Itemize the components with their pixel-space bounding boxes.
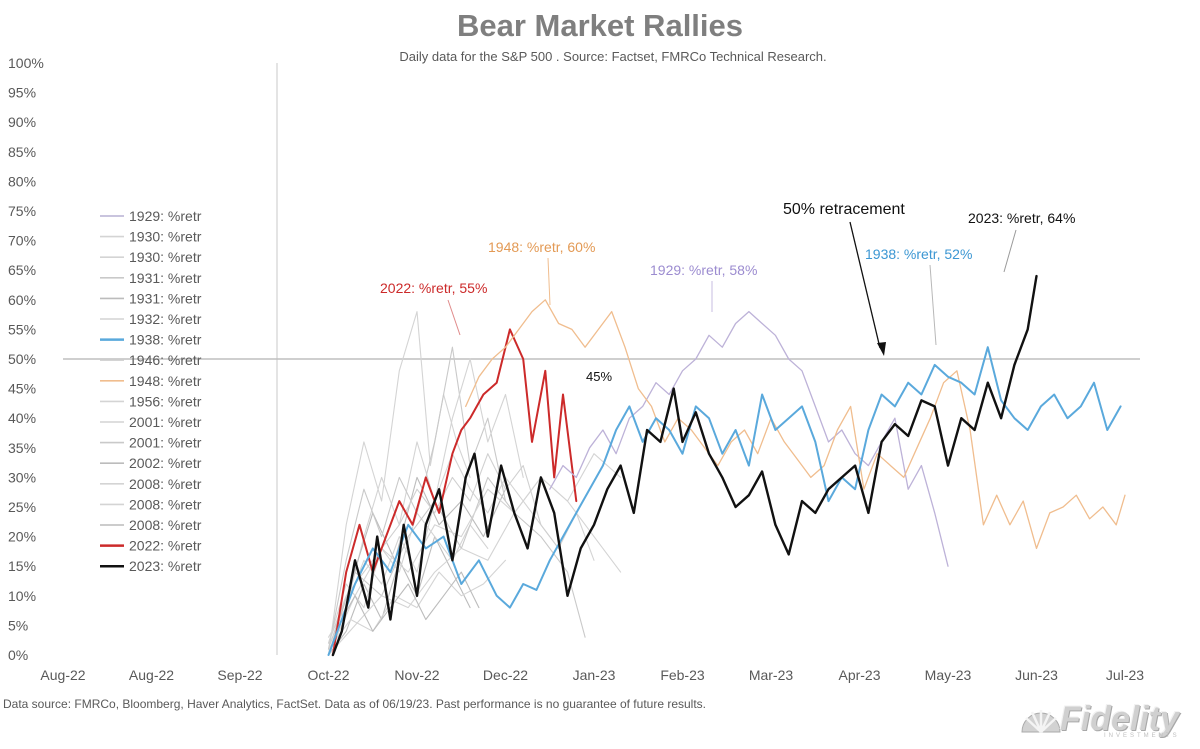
series-line-2002-retr	[327, 476, 507, 656]
legend-label: 2022: %retr	[129, 538, 202, 554]
y-tick-label: 100%	[8, 55, 44, 71]
y-tick-label: 30%	[8, 469, 36, 485]
y-tick-label: 10%	[8, 588, 36, 604]
x-tick-label: Mar-23	[749, 667, 794, 683]
x-tick-label: Sep-22	[217, 667, 262, 683]
y-tick-label: 50%	[8, 351, 36, 367]
chart-annotation: 2023: %retr, 64%	[968, 210, 1075, 226]
y-tick-label: 25%	[8, 499, 36, 515]
x-tick-label: May-23	[925, 667, 972, 683]
data-source-footnote: Data source: FMRCo, Bloomberg, Haver Ana…	[3, 697, 707, 711]
x-tick-label: Oct-22	[307, 667, 349, 683]
y-tick-label: 80%	[8, 173, 36, 189]
y-tick-label: 40%	[8, 410, 36, 426]
legend-label: 2001: %retr	[129, 435, 202, 451]
chart-annotation: 50% retracement	[783, 201, 905, 218]
x-tick-label: Aug-22	[129, 667, 174, 683]
y-tick-label: 95%	[8, 85, 36, 101]
series-line-1930-retr	[327, 358, 524, 638]
x-tick-label: Apr-23	[838, 667, 880, 683]
legend-label: 1938: %retr	[129, 332, 202, 348]
legend-label: 1946: %retr	[129, 352, 202, 368]
series-line-1946-retr	[327, 559, 507, 650]
x-tick-label: Jul-23	[1106, 667, 1144, 683]
x-tick-label: Aug-22	[40, 667, 85, 683]
chart-annotation: 1948: %retr, 60%	[488, 239, 595, 255]
series-line-1948-retr	[465, 299, 1126, 550]
y-tick-label: 70%	[8, 233, 36, 249]
annotation-leader-line	[929, 264, 937, 346]
y-tick-label: 75%	[8, 203, 36, 219]
fidelity-logo: Fidelity INVESTMENTS	[1012, 700, 1197, 740]
x-tick-label: Dec-22	[483, 667, 528, 683]
series-line-1956-retr	[327, 453, 622, 656]
legend-label: 1956: %retr	[129, 393, 202, 409]
series-line-1931-retr	[327, 571, 480, 656]
series-line-1938-retr	[327, 346, 1122, 656]
y-tick-label: 20%	[8, 529, 36, 545]
retracement-arrow-head-icon	[877, 342, 886, 356]
series-line-1931-retr	[327, 346, 507, 650]
y-tick-label: 55%	[8, 321, 36, 337]
chart-annotation: 1929: %retr, 58%	[650, 262, 757, 278]
annotation-leader-line	[547, 257, 551, 306]
legend-label: 1930: %retr	[129, 229, 202, 245]
y-tick-label: 0%	[8, 647, 28, 663]
annotation-leader-line	[447, 299, 461, 336]
y-tick-label: 90%	[8, 114, 36, 130]
legend-label: 1931: %retr	[129, 290, 202, 306]
series-line-2001-retr	[327, 476, 622, 656]
annotation-leader-line	[1003, 229, 1017, 273]
y-tick-label: 60%	[8, 292, 36, 308]
y-tick-label: 65%	[8, 262, 36, 278]
y-tick-label: 5%	[8, 617, 28, 633]
retracement-arrow-shaft	[849, 221, 881, 349]
chart-legend: 1929: %retr 1930: %retr 1930: %retr 1931: %…	[100, 208, 202, 574]
y-tick-label: 45%	[8, 381, 36, 397]
chart-subtitle: Daily data for the S&P 500 . Source: Fac…	[399, 49, 827, 64]
y-tick-label: 15%	[8, 558, 36, 574]
y-tick-label: 85%	[8, 144, 36, 160]
y-tick-label: 35%	[8, 440, 36, 456]
legend-label: 1948: %retr	[129, 373, 202, 389]
x-tick-label: Feb-23	[660, 667, 705, 683]
legend-label: 2008: %retr	[129, 517, 202, 533]
legend-label: 2008: %retr	[129, 496, 202, 512]
legend-label: 2002: %retr	[129, 455, 202, 471]
annotations-layer: 2022: %retr, 55% 1948: %retr, 60% 1929: %r…	[380, 201, 1075, 384]
chart-annotation: 2022: %retr, 55%	[380, 280, 487, 296]
series-line-2022-retr	[331, 328, 578, 656]
chart-title: Bear Market Rallies	[456, 8, 744, 43]
x-tick-label: Jan-23	[573, 667, 616, 683]
y-axis: 0% 5% 10% 15% 20% 25% 30% 35% 40% 45% 50% 55% 60% 65%…	[8, 55, 44, 663]
series-line-1932-retr	[327, 311, 471, 656]
fidelity-logo-mark-icon	[1021, 710, 1061, 733]
x-tick-label: Jun-23	[1015, 667, 1058, 683]
chart-annotation: 1938: %retr, 52%	[865, 246, 972, 262]
series-line-2001-retr	[327, 476, 586, 650]
fidelity-logo-text: Fidelity	[1060, 700, 1180, 738]
legend-label: 2001: %retr	[129, 414, 202, 430]
x-tick-label: Nov-22	[394, 667, 439, 683]
x-axis: Aug-22 Aug-22 Sep-22 Oct-22 Nov-22 Dec-22 Jan-…	[40, 667, 1144, 683]
legend-label: 2008: %retr	[129, 476, 202, 492]
fidelity-logo-subtext: INVESTMENTS	[1104, 733, 1180, 739]
legend-label: 1929: %retr	[129, 208, 202, 224]
legend-label: 1930: %retr	[129, 249, 202, 265]
legend-label: 1932: %retr	[129, 311, 202, 327]
series-layer	[327, 274, 1126, 657]
series-line-2023-retr	[331, 274, 1038, 657]
chart-annotation: 45%	[586, 369, 612, 384]
legend-label: 2023: %retr	[129, 558, 202, 574]
legend-label: 1931: %retr	[129, 270, 202, 286]
